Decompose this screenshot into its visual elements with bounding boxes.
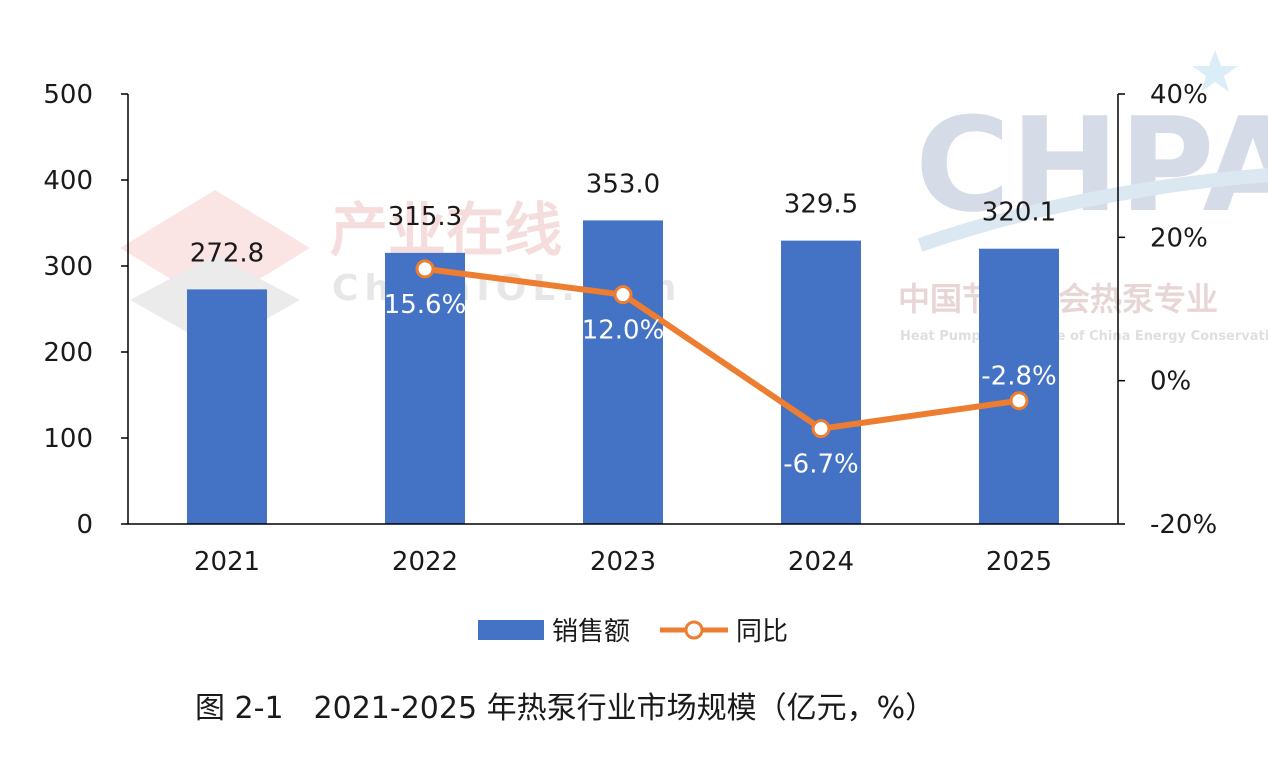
yoy-value-label: 15.6% [384,290,467,320]
x-tick-label: 2023 [590,547,656,577]
right-tick-label: 40% [1150,80,1208,110]
right-tick-label: -20% [1150,510,1217,540]
legend-bar-swatch [478,620,544,640]
legend: 销售额 同比 [478,617,788,647]
left-tick-label: 500 [43,80,93,110]
x-tick-label: 2021 [194,547,260,577]
left-tick-label: 400 [43,166,93,196]
bar-2025 [979,248,1059,525]
yoy-point-2024 [811,419,831,439]
watermark-chpa-logo: CHPA [915,89,1268,241]
yoy-point-2025 [1009,391,1029,411]
bar-2021 [187,289,267,524]
watermark-chpa: CHPA 中国节能协会热泵专业 Heat Pump Committee of C… [898,50,1268,344]
axes [121,93,1125,525]
watermark-chpa-en: Heat Pump Committee of China Energy Cons… [900,329,1268,344]
bar-value-label: 272.8 [190,238,264,268]
bar-series [187,220,1059,525]
data-labels: 272.8 315.3 353.0 329.5 320.1 15.6% 12.0% -6.7%… [190,169,1057,479]
bar-value-label: 315.3 [388,202,462,232]
figure-caption: 图 2-1 2021-2025 年热泵行业市场规模（亿元，%） [195,691,935,726]
watermark-star-icon [1192,50,1238,92]
yoy-value-label: -6.7% [783,450,858,480]
yoy-value-label: 12.0% [582,316,665,346]
legend-label-sales: 销售额 [552,617,630,647]
watermark-chpa-swoosh [917,168,1268,252]
bar-value-label: 329.5 [784,190,858,220]
line-series [415,259,1029,439]
right-tick-label: 0% [1150,367,1191,397]
x-tick-label: 2025 [986,547,1052,577]
legend-label-yoy: 同比 [736,617,788,647]
left-tick-label: 200 [43,338,93,368]
yoy-point-2022 [415,259,435,279]
left-tick-label: 300 [43,252,93,282]
yoy-value-label: -2.8% [981,362,1056,392]
watermark-logo-red-diamond [120,190,310,306]
yoy-point-2023 [613,285,633,305]
bar-value-label: 320.1 [982,198,1056,228]
left-tick-label: 0 [76,510,93,540]
bar-2022 [385,252,465,525]
bar-value-label: 353.0 [586,169,660,199]
bar-2024 [781,240,861,524]
right-tick-label: 20% [1150,223,1208,253]
x-tick-label: 2024 [788,547,854,577]
left-tick-label: 100 [43,424,93,454]
tick-labels: 0 100 200 300 400 500 -20% 0% 20% 40% 2021 2022 2023… [43,80,1217,577]
bar-2023 [583,220,663,525]
yoy-line [424,265,1020,432]
x-tick-label: 2022 [392,547,458,577]
legend-marker-icon [684,620,704,640]
watermark-chinaiol-cn: 产业在线 [330,196,562,264]
